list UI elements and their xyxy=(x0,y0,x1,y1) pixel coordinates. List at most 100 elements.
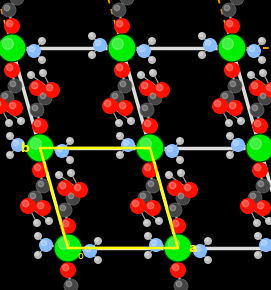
Circle shape xyxy=(66,137,74,145)
Circle shape xyxy=(45,217,53,225)
Text: o: o xyxy=(77,251,83,261)
Circle shape xyxy=(34,164,41,171)
Circle shape xyxy=(112,93,118,99)
Circle shape xyxy=(166,172,169,175)
Circle shape xyxy=(31,82,38,89)
Circle shape xyxy=(94,237,102,245)
Circle shape xyxy=(168,203,182,217)
Circle shape xyxy=(59,182,66,189)
Text: a: a xyxy=(189,242,197,255)
Circle shape xyxy=(6,151,14,159)
Circle shape xyxy=(249,80,265,96)
Circle shape xyxy=(247,71,255,79)
Circle shape xyxy=(114,5,120,11)
Circle shape xyxy=(128,118,131,122)
Circle shape xyxy=(252,105,258,111)
Circle shape xyxy=(60,205,66,211)
Circle shape xyxy=(137,71,145,79)
Circle shape xyxy=(138,72,141,75)
Circle shape xyxy=(145,252,149,255)
Circle shape xyxy=(156,84,163,91)
Circle shape xyxy=(18,118,21,122)
Circle shape xyxy=(224,18,240,34)
Text: b: b xyxy=(21,142,30,155)
Circle shape xyxy=(254,164,261,171)
Circle shape xyxy=(120,81,126,87)
Circle shape xyxy=(28,191,42,205)
Circle shape xyxy=(117,64,123,71)
Circle shape xyxy=(94,256,102,264)
Circle shape xyxy=(254,232,262,240)
Circle shape xyxy=(250,138,262,149)
Circle shape xyxy=(95,238,98,241)
Circle shape xyxy=(28,72,31,75)
Circle shape xyxy=(178,193,184,199)
Circle shape xyxy=(95,40,101,46)
Circle shape xyxy=(170,218,186,234)
Circle shape xyxy=(117,100,133,116)
Circle shape xyxy=(88,51,96,59)
Circle shape xyxy=(55,144,69,158)
Circle shape xyxy=(115,119,123,127)
Circle shape xyxy=(266,218,269,221)
Circle shape xyxy=(165,171,173,179)
Circle shape xyxy=(155,217,163,225)
Circle shape xyxy=(30,103,44,117)
Circle shape xyxy=(0,34,26,62)
Circle shape xyxy=(110,91,124,105)
Circle shape xyxy=(114,62,130,78)
Circle shape xyxy=(39,69,47,77)
Circle shape xyxy=(154,82,170,98)
Circle shape xyxy=(193,244,207,258)
Circle shape xyxy=(2,38,13,49)
Circle shape xyxy=(140,138,151,149)
Circle shape xyxy=(67,138,70,142)
Circle shape xyxy=(114,18,130,34)
Circle shape xyxy=(176,137,184,145)
Circle shape xyxy=(66,191,80,205)
Circle shape xyxy=(116,132,124,140)
Circle shape xyxy=(222,3,236,17)
Circle shape xyxy=(133,200,139,207)
Circle shape xyxy=(148,181,154,187)
Circle shape xyxy=(120,0,134,5)
Circle shape xyxy=(170,262,186,278)
Circle shape xyxy=(66,156,74,164)
Circle shape xyxy=(108,34,136,62)
Circle shape xyxy=(151,240,157,246)
Circle shape xyxy=(259,57,262,60)
Circle shape xyxy=(40,93,46,99)
Circle shape xyxy=(117,133,120,136)
Circle shape xyxy=(39,238,53,252)
Circle shape xyxy=(30,138,41,149)
Circle shape xyxy=(204,237,212,245)
Circle shape xyxy=(10,0,24,5)
Circle shape xyxy=(32,162,48,178)
Circle shape xyxy=(230,0,244,5)
Circle shape xyxy=(62,264,69,271)
Circle shape xyxy=(145,233,149,236)
Circle shape xyxy=(198,32,206,40)
Circle shape xyxy=(116,151,124,159)
Circle shape xyxy=(112,38,123,49)
Circle shape xyxy=(228,79,242,93)
Circle shape xyxy=(36,179,50,193)
Circle shape xyxy=(93,38,107,52)
Circle shape xyxy=(182,182,198,198)
Circle shape xyxy=(226,64,233,71)
Circle shape xyxy=(38,181,44,187)
Circle shape xyxy=(7,64,13,71)
Circle shape xyxy=(258,56,266,64)
Circle shape xyxy=(165,144,179,158)
Circle shape xyxy=(254,251,262,259)
Circle shape xyxy=(0,100,1,107)
Circle shape xyxy=(41,240,47,246)
Circle shape xyxy=(176,281,182,287)
Circle shape xyxy=(136,134,164,162)
Circle shape xyxy=(138,191,152,205)
Circle shape xyxy=(224,62,240,78)
Circle shape xyxy=(85,246,91,252)
Circle shape xyxy=(22,200,29,207)
Circle shape xyxy=(174,279,188,290)
Circle shape xyxy=(144,232,152,240)
